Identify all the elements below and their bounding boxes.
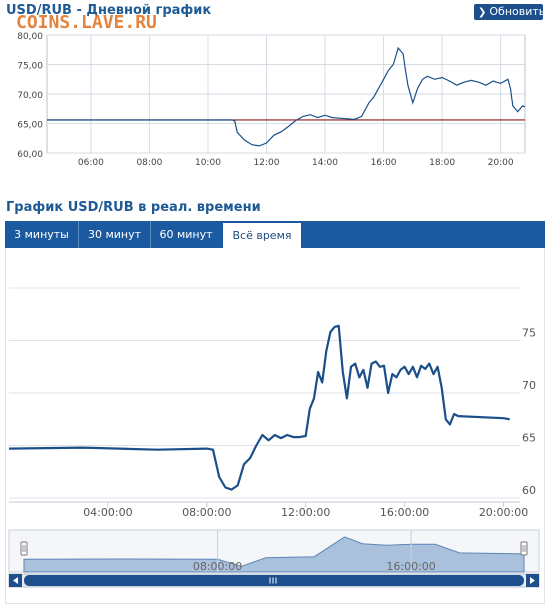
rt-x-tick-label: 16:00:00 [380,506,429,519]
daily-x-tick-label: 08:00 [136,158,162,168]
navigator-series [23,536,525,573]
rt-y-tick-label: 65 [522,432,536,445]
daily-series-line [47,46,526,147]
rt-x-tick-label: 04:00:00 [83,506,132,519]
daily-y-tick-label: 75,00 [17,62,43,72]
daily-y-tick-label: 60,00 [17,150,43,160]
rt-y-tick-label: 60 [522,484,536,497]
page-title: USD/RUB - Дневной график [6,3,212,18]
realtime-chart: 60 65 70 75 04:00:00 08:00:00 12:00:00 16:00:00… [8,287,540,588]
rt-x-tick-label: 08:00:00 [182,506,231,519]
scrollbar-thumb[interactable] [24,575,524,586]
daily-y-tick-label: 80,00 [17,32,43,42]
daily-chart: 60,00 65,00 70,00 75,00 80,00 06:00 08:00 10:00… [17,32,526,168]
daily-x-tick-label: 20:00 [488,158,514,168]
daily-y-tick-label: 70,00 [17,91,43,101]
rt-x-tick-label: 20:00:00 [479,506,528,519]
arrow-right-icon [530,577,535,584]
rt-x-tick-label: 12:00:00 [281,506,330,519]
arrow-left-icon [13,577,18,584]
daily-y-tick-label: 65,00 [17,121,43,131]
daily-x-tick-label: 14:00 [312,158,338,168]
section-title: График USD/RUB в реал. времени [6,200,261,215]
refresh-button[interactable]: ❯ Обновить [474,4,546,20]
tab-60-minutes[interactable]: 60 минут [159,228,213,241]
navigator-handle[interactable] [20,541,28,556]
daily-x-tick-label: 18:00 [429,158,455,168]
daily-x-tick-label: 16:00 [371,158,397,168]
navigator-x-tick-label: 16:00:00 [386,560,435,573]
tab-30-minutes[interactable]: 30 минут [79,221,151,248]
tab-all-time[interactable]: Всё время [223,223,301,248]
rt-series-line [8,324,510,491]
daily-x-tick-label: 12:00 [254,158,280,168]
navigator-x-tick-label: 08:00:00 [193,560,242,573]
watermark: COINS.LAVE.RU [16,12,157,33]
tab-3-minutes[interactable]: 3 минуты [5,221,79,248]
daily-x-tick-label: 10:00 [195,158,221,168]
rt-y-tick-label: 75 [522,327,536,340]
refresh-button-label: Обновить [489,5,546,18]
navigator-handle[interactable] [520,541,528,556]
chevron-right-icon: ❯ [478,7,487,18]
rt-y-tick-label: 70 [522,379,536,392]
timeframe-tabs: 3 минуты 30 минут 60 минут Всё время [5,221,545,248]
daily-x-tick-label: 06:00 [78,158,104,168]
